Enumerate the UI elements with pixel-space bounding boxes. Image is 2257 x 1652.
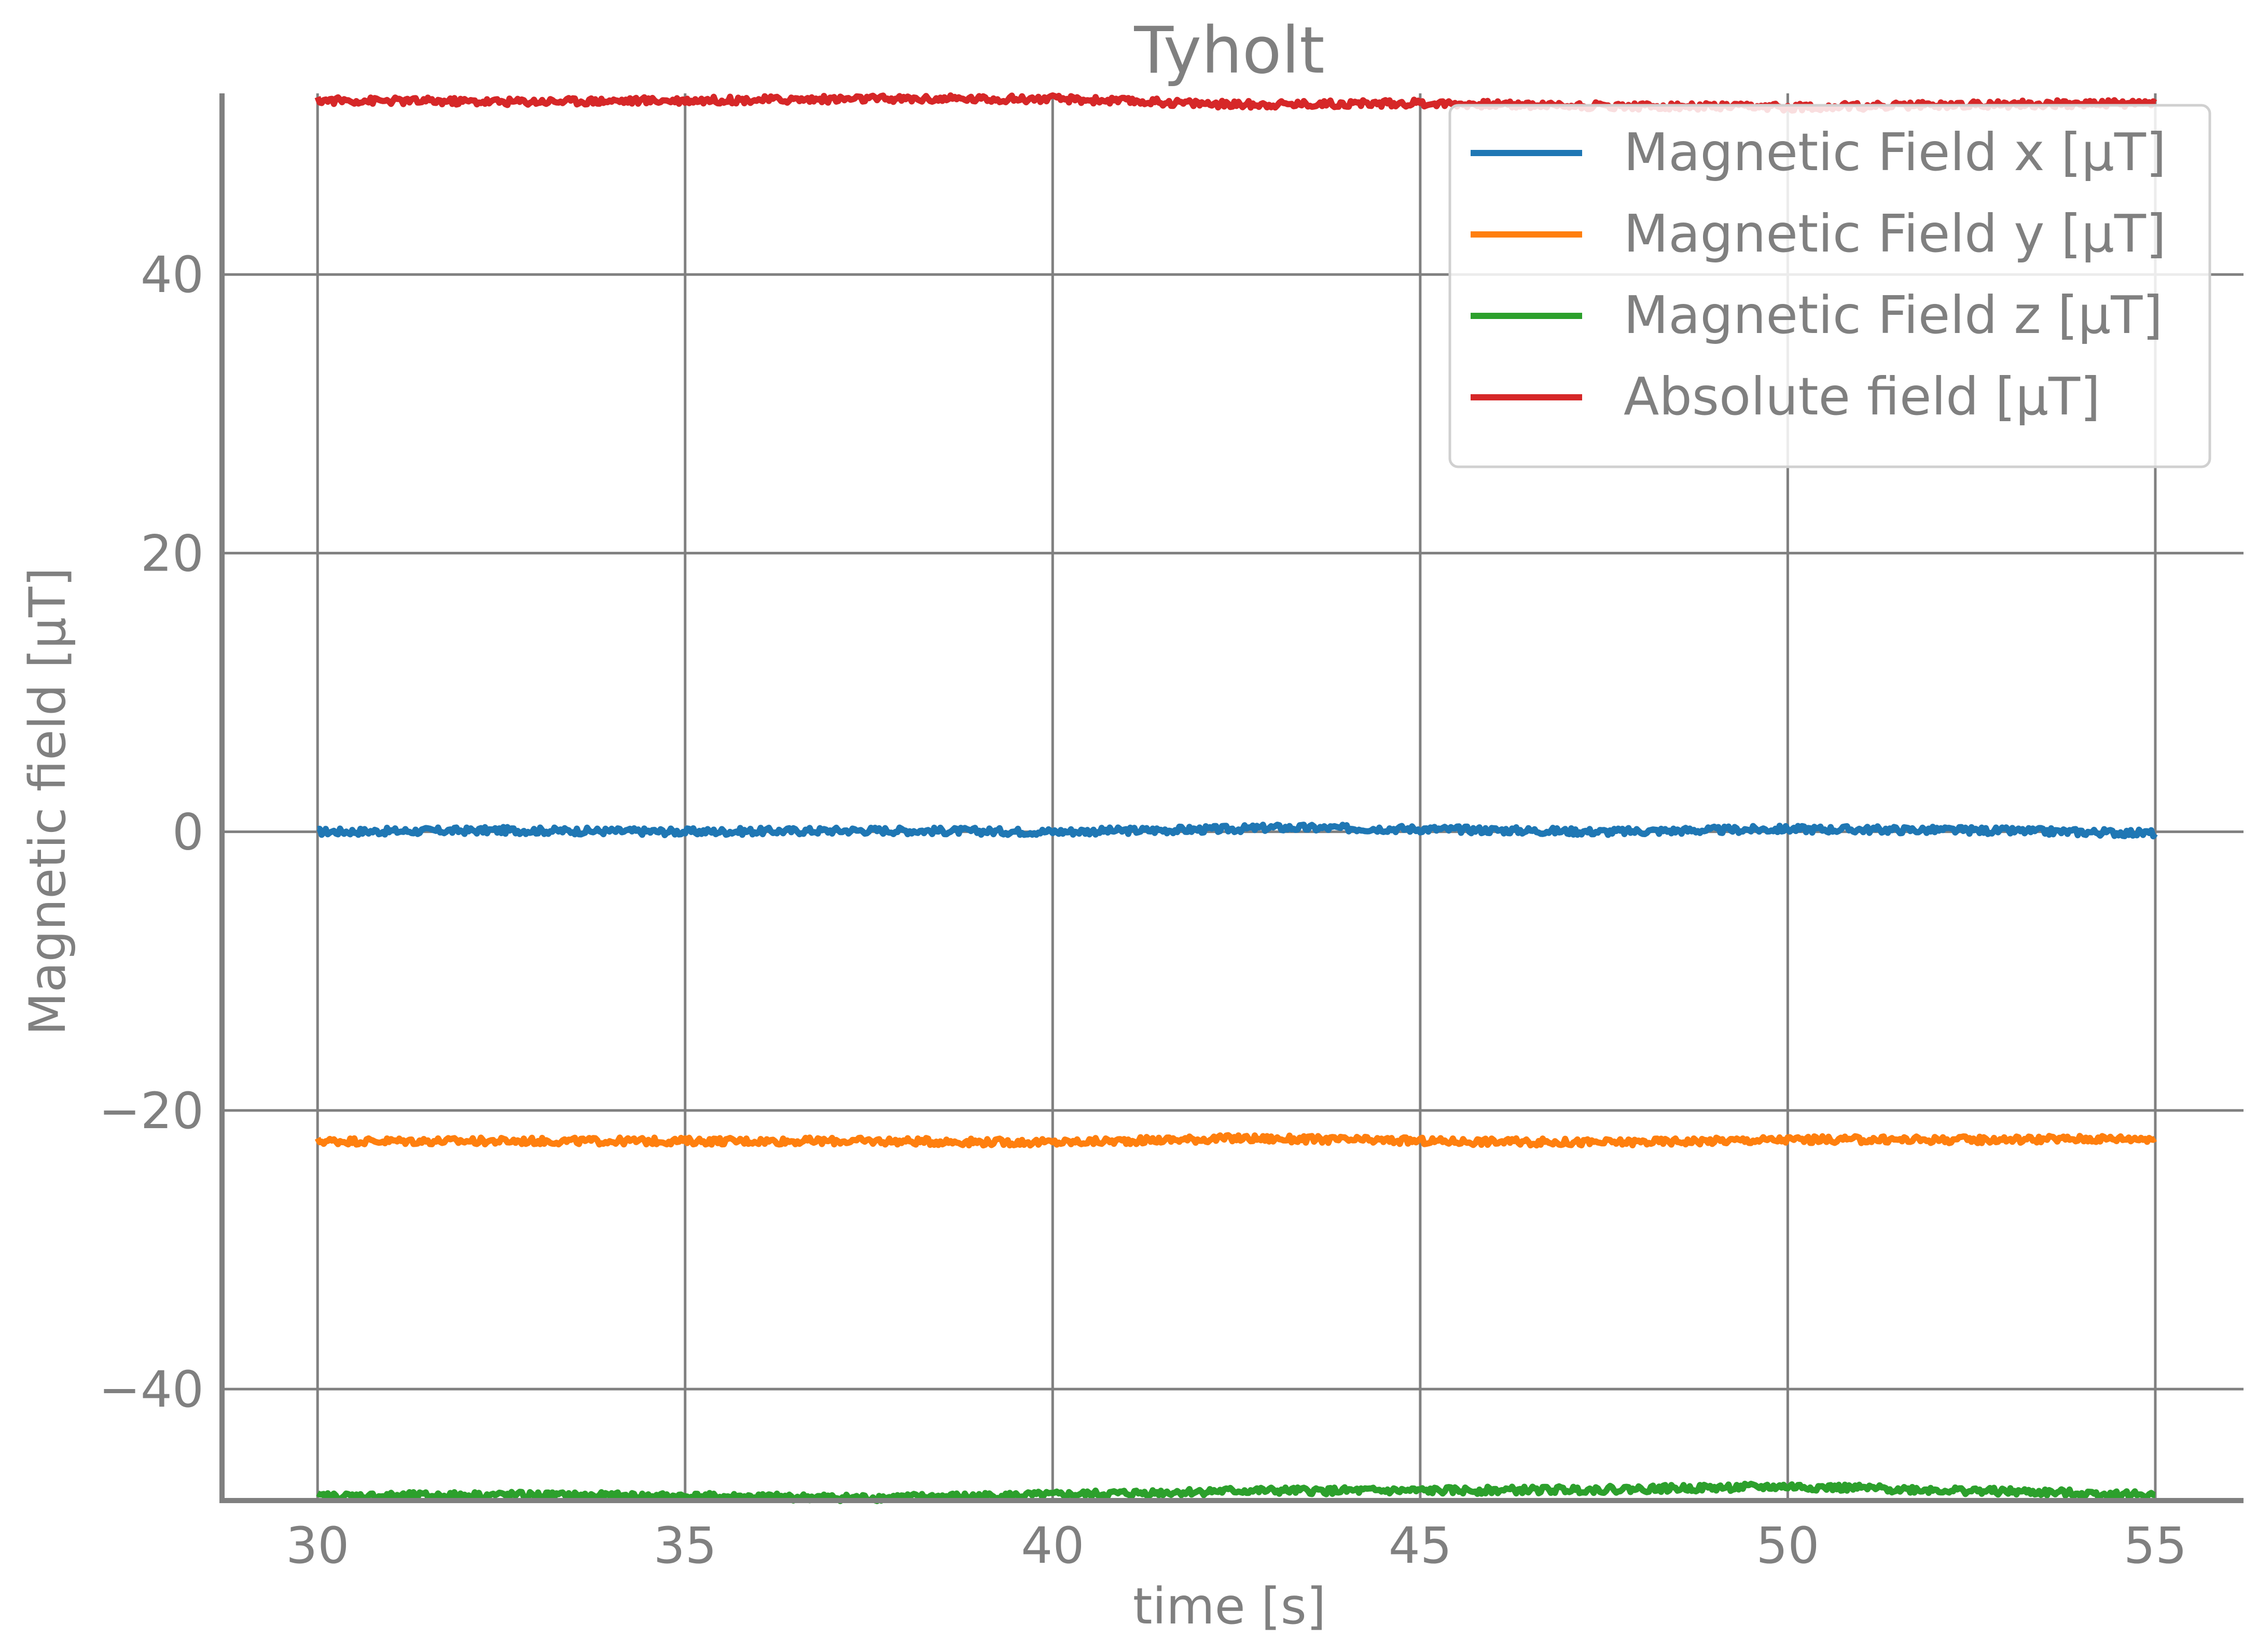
y-axis-label: Magnetic field [μT] — [19, 567, 77, 1035]
legend-entry: Absolute field [μT] — [1624, 366, 2100, 427]
x-tick-label: 55 — [2124, 1517, 2187, 1575]
y-tick-label: −20 — [99, 1082, 204, 1140]
y-tick-label: 0 — [172, 803, 204, 862]
x-axis-ticks: 30 35 40 45 50 55 — [286, 1517, 2187, 1575]
axes-spines — [219, 93, 2244, 1503]
x-tick-label: 45 — [1389, 1517, 1452, 1575]
x-tick-label: 50 — [1756, 1517, 1819, 1575]
legend: Magnetic Field x [μT] Magnetic Field y [μ… — [1448, 104, 2211, 468]
x-axis-label: time [s] — [1133, 1577, 1326, 1635]
y-tick-label: 40 — [141, 246, 204, 304]
y-tick-label: −40 — [99, 1361, 204, 1419]
chart-title: Tyholt — [1133, 13, 1324, 88]
y-axis-ticks: −40 −20 0 20 40 — [99, 246, 204, 1419]
series-line — [316, 822, 2158, 840]
series-line — [314, 1132, 2157, 1149]
series-line — [316, 1480, 2156, 1504]
legend-entry: Magnetic Field z [μT] — [1624, 285, 2163, 345]
x-tick-label: 30 — [286, 1517, 349, 1575]
legend-box — [1448, 104, 2211, 468]
x-tick-label: 40 — [1021, 1517, 1084, 1575]
y-tick-label: 20 — [141, 524, 204, 582]
x-tick-label: 35 — [654, 1517, 717, 1575]
legend-entry: Magnetic Field y [μT] — [1624, 203, 2166, 264]
legend-entry: Magnetic Field x [μT] — [1624, 122, 2166, 183]
